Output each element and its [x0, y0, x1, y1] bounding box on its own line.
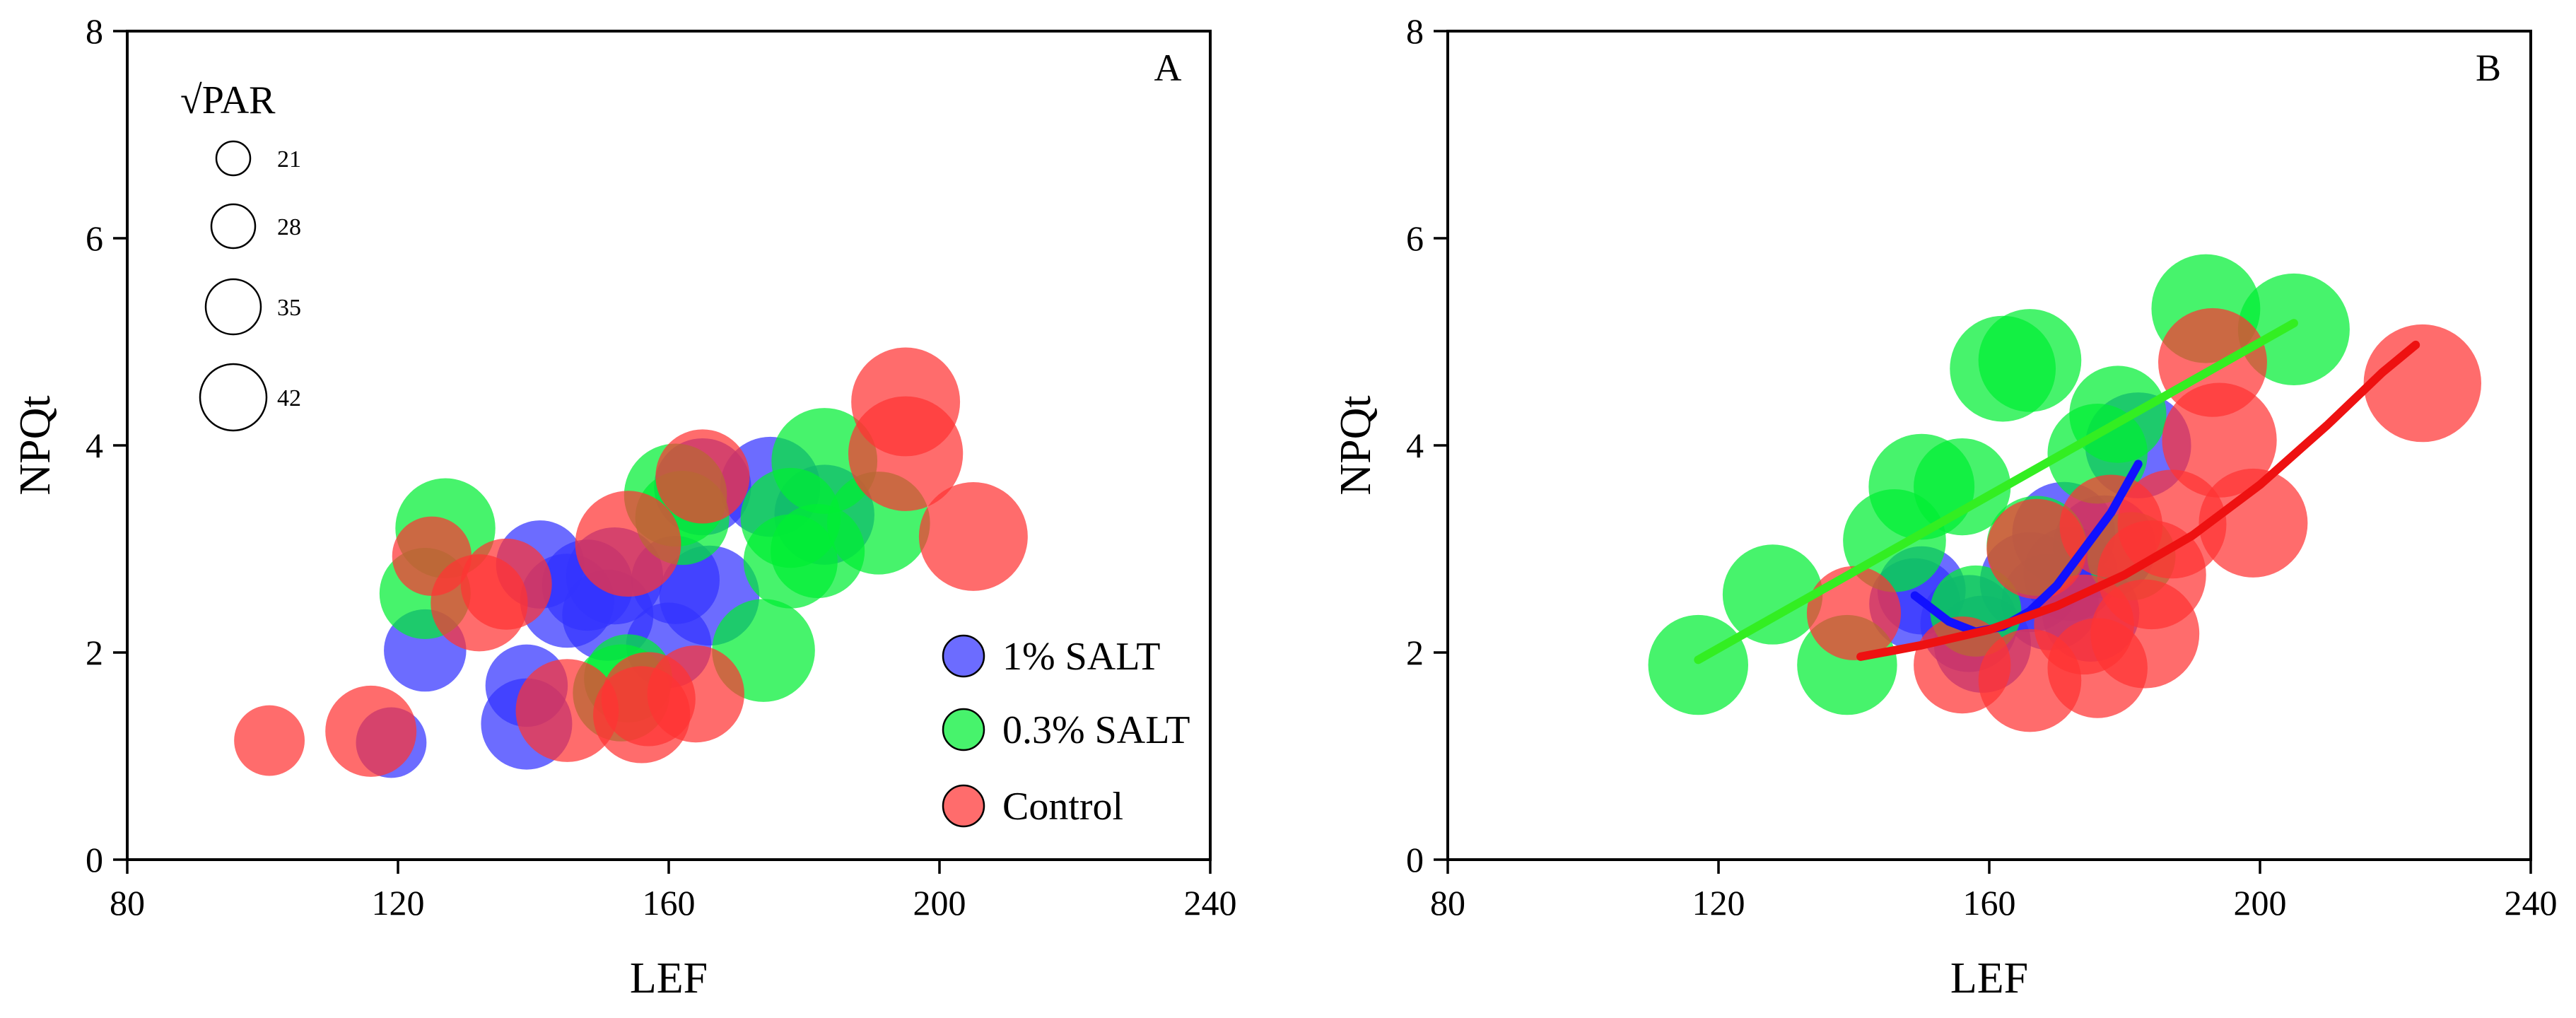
y-tick-label: 4	[1406, 426, 1424, 465]
size-legend-circle	[210, 203, 257, 250]
data-point-control	[1806, 566, 1902, 660]
legend-item-1-salt: 1% SALT	[942, 634, 1161, 679]
y-axis-title: NPQt	[11, 395, 59, 495]
legend-marker	[942, 634, 985, 678]
data-point-control	[2199, 468, 2308, 578]
legend-label: 0.3% SALT	[1002, 708, 1190, 752]
panel-label: A	[1154, 47, 1182, 89]
panel-label: B	[2476, 47, 2501, 89]
x-axis-title: LEF	[630, 954, 708, 1002]
legend-label: 1% SALT	[1002, 635, 1161, 679]
x-tick-label: 240	[2505, 883, 2558, 923]
y-tick-label: 6	[1406, 218, 1424, 258]
data-point-control	[918, 481, 1028, 591]
size-legend-circle	[215, 140, 252, 177]
fit-line-control	[1856, 340, 2420, 661]
size-legend-label: 35	[277, 295, 301, 321]
data-point-control	[2162, 382, 2277, 498]
size-legend-label: 28	[277, 214, 301, 240]
x-tick-label: 200	[2234, 883, 2287, 923]
data-point-0-3-salt	[1914, 438, 2011, 536]
data-point-control	[848, 396, 964, 511]
x-tick-label: 120	[1692, 883, 1745, 923]
legend-item-control: Control	[942, 784, 1123, 829]
x-tick-label: 160	[1963, 883, 2016, 923]
x-axis-title: LEF	[1950, 954, 2028, 1002]
x-tick-label: 80	[1430, 883, 1465, 923]
data-point-control	[655, 429, 750, 524]
data-point-control	[2363, 324, 2481, 443]
data-points	[234, 347, 1028, 778]
series-legend: 1% SALT 0.3% SALT Control	[942, 634, 1190, 829]
size-legend-circle	[204, 278, 262, 336]
y-tick-label: 8	[86, 11, 103, 51]
y-tick-label: 0	[86, 840, 103, 879]
size-legend-title: √PAR	[180, 78, 276, 122]
legend-item-0-3-salt: 0.3% SALT	[942, 708, 1190, 752]
data-point-0-3-salt	[1978, 309, 2082, 412]
fit-line-0-3-salt	[1694, 319, 2298, 665]
data-points	[1648, 254, 2481, 732]
y-tick-label: 2	[1406, 633, 1424, 672]
x-tick-label: 160	[643, 883, 696, 923]
data-point-control	[460, 538, 552, 630]
data-point-control	[575, 491, 681, 597]
data-point-control	[234, 705, 305, 776]
legend-marker	[942, 784, 985, 828]
size-legend-label: 21	[277, 146, 301, 172]
legend-marker	[942, 708, 985, 751]
data-point-control	[325, 685, 417, 777]
x-tick-label: 240	[1184, 883, 1237, 923]
y-axis-title: NPQt	[1332, 395, 1380, 495]
y-tick-label: 0	[1406, 840, 1424, 879]
x-tick-label: 200	[913, 883, 966, 923]
plot-frame	[1446, 30, 2532, 861]
size-legend-circle	[199, 363, 268, 432]
y-tick-label: 4	[86, 426, 103, 465]
data-point-0-3-salt	[2069, 365, 2167, 463]
data-point-control	[515, 659, 619, 762]
panel-b: 80 120 160 200 240 0 2 4 6 8 LEF NPQt B	[1332, 11, 2558, 1002]
data-point-control	[2117, 469, 2227, 579]
x-tick-label: 80	[110, 883, 145, 923]
data-point-0-3-salt	[1648, 614, 1748, 715]
data-point-0-3-salt	[1722, 544, 1823, 645]
x-tick-label: 120	[372, 883, 425, 923]
data-point-control	[647, 645, 744, 743]
y-tick-label: 8	[1406, 11, 1424, 51]
size-legend-label: 42	[277, 385, 301, 411]
series-control	[234, 347, 1028, 777]
legend-label: Control	[1002, 785, 1123, 829]
y-tick-label: 2	[86, 633, 103, 672]
y-tick-label: 6	[86, 218, 103, 258]
